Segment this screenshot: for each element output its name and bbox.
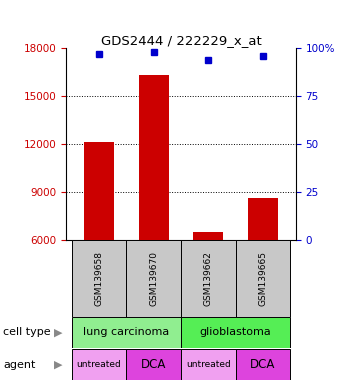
Bar	[72, 317, 181, 348]
Bar	[181, 240, 236, 317]
Bar	[84, 142, 114, 336]
Bar	[248, 199, 278, 336]
Text: GSM139670: GSM139670	[149, 251, 158, 306]
Bar	[126, 240, 181, 317]
Text: DCA: DCA	[141, 358, 166, 371]
Bar	[126, 349, 181, 380]
Text: cell type: cell type	[3, 327, 51, 337]
Text: glioblastoma: glioblastoma	[200, 327, 272, 337]
Bar	[181, 317, 290, 348]
Text: ▶: ▶	[54, 360, 62, 370]
Bar	[236, 349, 290, 380]
Bar	[139, 75, 169, 336]
Text: GSM139665: GSM139665	[258, 251, 268, 306]
Text: GSM139658: GSM139658	[95, 251, 104, 306]
Bar	[236, 240, 290, 317]
Bar	[193, 232, 223, 336]
Bar	[181, 349, 236, 380]
Text: untreated: untreated	[186, 360, 231, 369]
Text: untreated: untreated	[77, 360, 121, 369]
Text: GSM139662: GSM139662	[204, 251, 213, 306]
Text: ▶: ▶	[54, 327, 62, 337]
Text: lung carcinoma: lung carcinoma	[83, 327, 170, 337]
Bar	[72, 349, 126, 380]
Text: DCA: DCA	[250, 358, 276, 371]
Text: agent: agent	[3, 360, 36, 370]
Title: GDS2444 / 222229_x_at: GDS2444 / 222229_x_at	[101, 34, 261, 47]
Bar	[72, 240, 126, 317]
